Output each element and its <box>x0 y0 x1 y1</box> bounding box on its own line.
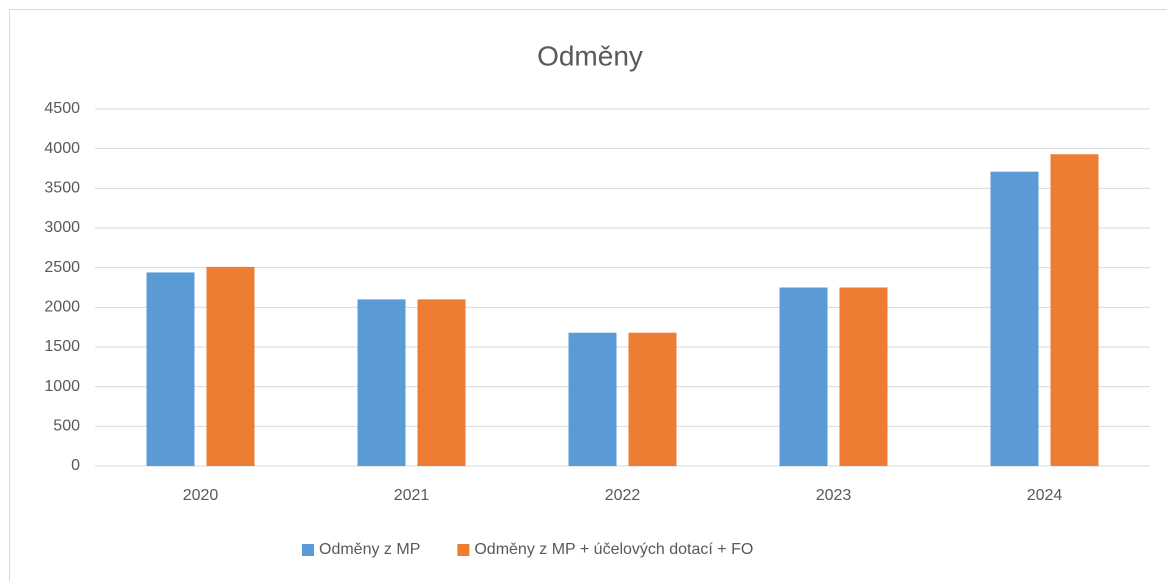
chart-title: Odměny <box>537 40 643 71</box>
chart-border <box>9 9 1167 581</box>
bar <box>628 332 677 466</box>
y-tick-label: 3500 <box>44 180 80 197</box>
bar <box>1050 154 1099 466</box>
bar <box>568 332 617 466</box>
y-tick-label: 1500 <box>44 338 80 355</box>
bar <box>146 272 195 466</box>
bar <box>206 266 255 466</box>
x-tick-label: 2024 <box>1027 487 1063 504</box>
legend-swatch <box>302 544 314 556</box>
y-tick-label: 3000 <box>44 219 80 236</box>
y-tick-label: 2000 <box>44 299 80 316</box>
y-tick-label: 500 <box>53 418 80 435</box>
x-tick-label: 2022 <box>605 487 641 504</box>
x-tick-label: 2023 <box>816 487 852 504</box>
y-tick-label: 0 <box>71 457 80 474</box>
x-tick-label: 2020 <box>183 487 219 504</box>
bar <box>839 287 888 466</box>
legend-swatch <box>457 544 470 556</box>
y-tick-label: 4500 <box>44 100 80 117</box>
bar <box>990 171 1039 466</box>
legend-label: Odměny z MP <box>319 541 420 558</box>
bar <box>357 299 406 466</box>
bar <box>417 299 466 466</box>
bar <box>779 287 828 466</box>
y-tick-label: 1000 <box>44 378 80 395</box>
legend-label: Odměny z MP + účelových dotací + FO <box>474 541 753 558</box>
y-tick-label: 4000 <box>44 140 80 157</box>
y-tick-label: 2500 <box>44 259 80 276</box>
x-tick-label: 2021 <box>394 487 430 504</box>
